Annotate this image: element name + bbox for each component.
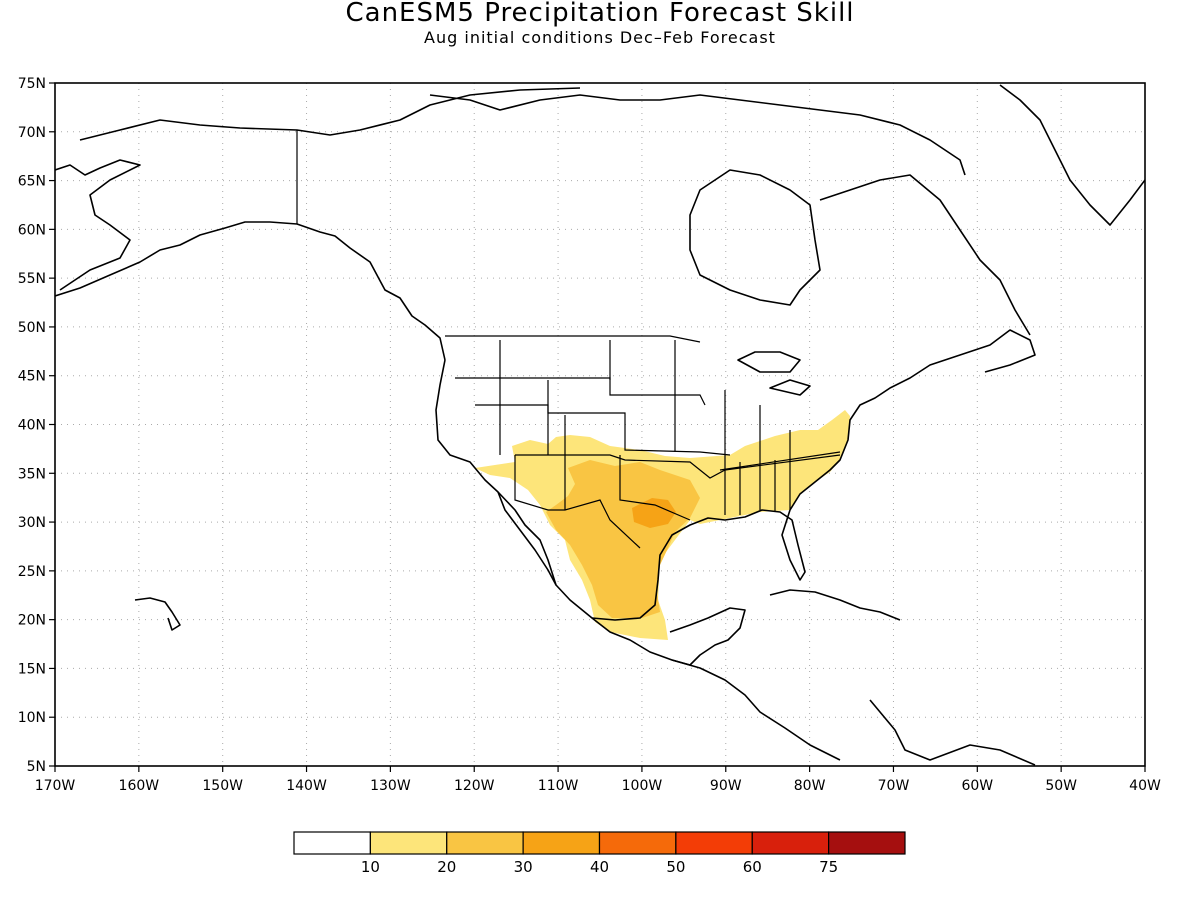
lat-tick-label: 40N (18, 418, 46, 434)
colorbar-label: 20 (437, 858, 456, 876)
colorbar-swatch (751, 831, 830, 855)
lon-tick-label: 110W (538, 778, 579, 794)
colorbar-label: 10 (361, 858, 380, 876)
colorbar: 10 20 30 40 50 60 75 (293, 831, 906, 876)
lon-tick-label: 160W (119, 778, 160, 794)
lon-tick-label: 80W (794, 778, 826, 794)
lat-tick-label: 15N (18, 661, 46, 677)
lat-tick-label: 70N (18, 125, 46, 141)
colorbar-swatch (446, 831, 524, 855)
lon-tick-label: 50W (1045, 778, 1077, 794)
lat-tick-label: 20N (18, 613, 46, 629)
colorbar-label: 40 (590, 858, 609, 876)
lat-tick-label: 55N (18, 271, 46, 287)
colorbar-swatch (293, 831, 371, 855)
map-subtitle: Aug initial conditions Dec–Feb Forecast (424, 28, 776, 47)
gridlines (55, 83, 1145, 766)
lat-tick-label: 5N (27, 759, 46, 775)
lat-tick-label: 10N (18, 710, 46, 726)
lat-tick-label: 75N (18, 76, 46, 92)
colorbar-swatch (675, 831, 753, 855)
plot-frame (54, 82, 1146, 767)
lat-tick-label: 60N (18, 222, 46, 238)
longitude-axis: 170W 160W 150W 140W 130W 120W 110W 100W 90W 80W 70… (35, 766, 1161, 794)
lon-tick-label: 40W (1129, 778, 1161, 794)
colorbar-label: 75 (819, 858, 838, 876)
lon-tick-label: 60W (961, 778, 993, 794)
colorbar-label: 60 (743, 858, 762, 876)
lon-tick-label: 120W (454, 778, 495, 794)
colorbar-label: 30 (514, 858, 533, 876)
latitude-axis: 5N 10N 15N 20N 25N 30N 35N 40N 45N 50N 55N 60N 65N 70… (18, 76, 55, 775)
lat-tick-label: 45N (18, 369, 46, 385)
colorbar-swatch (598, 831, 677, 855)
lon-tick-label: 140W (286, 778, 327, 794)
lat-tick-label: 35N (18, 466, 46, 482)
colorbar-swatch (522, 831, 601, 855)
lon-tick-label: 130W (370, 778, 411, 794)
lat-tick-label: 65N (18, 174, 46, 190)
lat-tick-label: 25N (18, 564, 46, 580)
lat-tick-label: 30N (18, 515, 46, 531)
coastlines (55, 84, 1145, 766)
skill-region-30-40 (632, 498, 676, 528)
lon-tick-label: 150W (202, 778, 243, 794)
lon-tick-label: 170W (35, 778, 76, 794)
colorbar-label: 50 (666, 858, 685, 876)
lon-tick-label: 100W (622, 778, 663, 794)
lon-tick-label: 70W (878, 778, 910, 794)
map-title: CanESM5 Precipitation Forecast Skill (345, 0, 855, 28)
colorbar-swatch (369, 831, 448, 855)
lon-tick-label: 90W (710, 778, 742, 794)
lat-tick-label: 50N (18, 320, 46, 336)
colorbar-swatch (828, 831, 906, 855)
skill-shading (475, 410, 850, 640)
